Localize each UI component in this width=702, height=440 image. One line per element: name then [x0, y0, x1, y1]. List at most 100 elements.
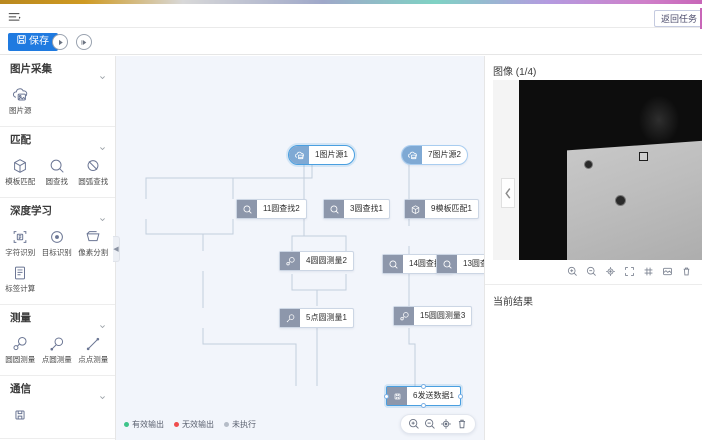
sidebar-item-arc-find[interactable]: 圆弧查找	[75, 155, 112, 191]
sidebar-item-label: 像素分割	[78, 248, 109, 257]
node-port-t[interactable]	[420, 384, 426, 389]
send-data-icon	[387, 387, 407, 405]
sidebar-section-measurement: 测量 圆圆测量	[0, 305, 115, 376]
sidebar-item-label: 字符识别	[5, 248, 36, 257]
flow-node-n5[interactable]: 5点圆测量1	[279, 308, 354, 328]
sidebar-section-image-capture: 图片采集 图片源	[0, 56, 115, 127]
template-match-icon	[11, 157, 29, 175]
fit-view-icon[interactable]	[440, 418, 452, 430]
zoom-out-icon[interactable]	[586, 266, 597, 277]
sidebar-item-ocr[interactable]: 字符识别	[2, 226, 39, 262]
flow-node-n11[interactable]: 11圆查找2	[236, 199, 307, 219]
fit-view-icon[interactable]	[605, 266, 616, 277]
point-circle-measure-icon	[48, 335, 66, 353]
menu-list-icon[interactable]	[8, 12, 21, 23]
sidebar-item-template-match[interactable]: 模板匹配	[2, 155, 39, 191]
flow-node-n1[interactable]: 1图片源1	[288, 145, 355, 165]
flow-legend: 有效输出 无效输出 未执行	[124, 416, 256, 432]
circle-circle-measure-icon	[280, 252, 300, 270]
flow-node-n13[interactable]: 13圆查找3	[436, 254, 484, 274]
run-once-button[interactable]	[76, 34, 92, 50]
sidebar-item-label-calc[interactable]: 标签计算	[2, 262, 39, 298]
canvas-toolbar	[400, 414, 476, 434]
sidebar-item-label: 模板匹配	[5, 177, 36, 186]
flow-node-n7[interactable]: 7图片源2	[401, 145, 468, 165]
circle-find-icon	[437, 255, 457, 273]
ocr-icon	[11, 228, 29, 246]
sidebar-item-grid: 模板匹配 圆查找 圆弧查找	[0, 153, 115, 191]
main-toolbar: 保存	[0, 29, 702, 55]
chevron-down-icon	[99, 385, 106, 400]
sidebar-section-header-matching[interactable]: 匹配	[0, 127, 115, 153]
node-port-r[interactable]	[457, 393, 463, 399]
segmentation-icon	[84, 228, 102, 246]
sidebar-item-circle-circle-measure[interactable]: 圆圆测量	[2, 333, 39, 369]
chevron-down-icon	[99, 136, 106, 151]
flow-canvas[interactable]: 1图片源17图片源28图片源311圆查找23圆查找19模板匹配110像素分割14…	[116, 56, 484, 440]
circle-find-icon	[383, 255, 403, 273]
flow-node-label: 13圆查找3	[463, 259, 484, 268]
sidebar-section-header-communication[interactable]: 通信	[0, 376, 115, 402]
fullscreen-icon[interactable]	[624, 266, 635, 277]
sidebar-collapse-handle[interactable]: ◀	[113, 236, 120, 262]
flow-node-label: 7图片源2	[428, 150, 461, 159]
sidebar-item-label: 点圆测量	[41, 355, 72, 364]
flow-node-n14[interactable]: 14圆查找4	[382, 254, 454, 274]
sidebar-section-header-image-capture[interactable]: 图片采集	[0, 56, 115, 82]
sidebar-item-target-detect[interactable]: 目标识别	[39, 226, 76, 262]
flow-node-n3[interactable]: 3圆查找1	[323, 199, 390, 219]
point-circle-measure-icon	[280, 309, 300, 327]
zoom-in-icon[interactable]	[408, 418, 420, 430]
flow-node-n15[interactable]: 15圆圆测量3	[393, 306, 473, 326]
zoom-out-icon[interactable]	[424, 418, 436, 430]
sidebar-section-header-deep-learning[interactable]: 深度学习	[0, 198, 115, 224]
run-button[interactable]	[52, 34, 68, 50]
viewer-prev-button[interactable]	[501, 178, 515, 208]
flow-node-n4[interactable]: 4圆圆测量2	[279, 251, 354, 271]
image-viewer[interactable]	[493, 80, 702, 260]
result-panel-body	[485, 310, 702, 440]
flow-node-label: 15圆圆测量3	[420, 311, 466, 320]
legend-dot-valid	[124, 421, 129, 427]
chevron-down-icon	[99, 314, 106, 329]
image-viewer-toolbar	[567, 264, 692, 278]
tool-sidebar[interactable]: 图片采集 图片源	[0, 56, 116, 440]
sidebar-item-label: 圆弧查找	[78, 177, 109, 186]
sidebar-item-image-source[interactable]: 图片源	[2, 84, 39, 120]
flow-node-label: 6发送数据1	[413, 391, 454, 400]
circle-find-icon	[48, 157, 66, 175]
sidebar-item-grid	[0, 402, 115, 432]
image-hole-1	[584, 160, 593, 169]
sidebar-section-deep-learning: 深度学习 字符识别	[0, 198, 115, 305]
flow-node-label: 11圆查找2	[263, 204, 300, 213]
flow-node-label: 9模板匹配1	[431, 204, 472, 213]
grid-icon[interactable]	[643, 266, 654, 277]
delete-icon[interactable]	[681, 266, 692, 277]
save-image-icon[interactable]	[662, 266, 673, 277]
sidebar-item-segmentation[interactable]: 像素分割	[75, 226, 112, 262]
result-panel-title: 当前结果	[493, 297, 533, 308]
node-port-l[interactable]	[384, 393, 389, 399]
sidebar-item-point-circle-measure[interactable]: 点圆测量	[39, 333, 76, 369]
image-hole-2	[615, 195, 626, 206]
flow-node-label: 4圆圆测量2	[306, 256, 347, 265]
node-port-b[interactable]	[420, 403, 426, 408]
return-task-button[interactable]: 返回任务	[653, 10, 702, 27]
sidebar-item-point-point-measure[interactable]: 点点测量	[75, 333, 112, 369]
sidebar-item-circle-find[interactable]: 圆查找	[39, 155, 76, 191]
flow-node-n6[interactable]: 6发送数据1	[384, 384, 463, 408]
delete-icon[interactable]	[456, 418, 468, 430]
sidebar-section-title: 通信	[10, 383, 31, 395]
sidebar-item-send-data[interactable]	[2, 404, 39, 432]
save-button[interactable]: 保存	[8, 33, 58, 51]
legend-label: 无效输出	[182, 419, 214, 429]
label-calc-icon	[11, 264, 29, 282]
viewer-image	[519, 80, 702, 260]
sidebar-section-header-measurement[interactable]: 测量	[0, 305, 115, 331]
sidebar-item-label: 点点测量	[78, 355, 109, 364]
sidebar-item-label: 圆圆测量	[5, 355, 36, 364]
save-button-label: 保存	[29, 36, 49, 47]
flow-node-n9[interactable]: 9模板匹配1	[404, 199, 479, 219]
zoom-in-icon[interactable]	[567, 266, 578, 277]
